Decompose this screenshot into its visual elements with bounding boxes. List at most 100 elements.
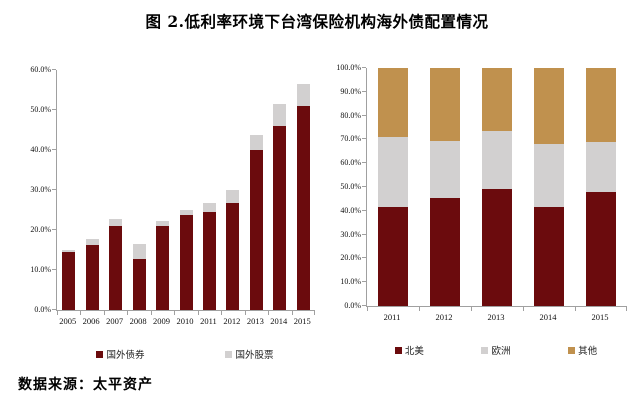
legend-label: 北美 (404, 346, 424, 357)
bar-segment-国外债券 (179, 214, 193, 310)
x-axis-tick-mark (103, 311, 105, 315)
x-axis-tick-mark (244, 311, 246, 315)
plot-column: 2011 2012 2013 2014 2015 北美 欧洲 其他 (366, 68, 627, 357)
bar-segment-国外债券 (296, 106, 310, 310)
x-axis-label: 2009 (153, 316, 171, 326)
bar-2013 (249, 135, 263, 310)
y-axis-tick-mark (362, 281, 366, 283)
bar-segment-国外股票 (249, 135, 263, 151)
bar-2005 (62, 250, 76, 310)
bar-segment-欧洲 (378, 137, 408, 208)
bar-2011 (202, 203, 216, 310)
bar-segment-北美 (378, 207, 408, 306)
x-axis-label: 2012 (435, 312, 453, 322)
legend-label: 欧洲 (491, 346, 511, 357)
bar-segment-欧洲 (430, 140, 460, 198)
x-axis-tick-mark (197, 311, 199, 315)
y-axis-tick-mark (52, 309, 56, 310)
bar-2008 (132, 244, 146, 310)
y-axis-tick-mark (52, 149, 56, 150)
bar-segment-欧洲 (482, 131, 512, 190)
plot-area (366, 68, 627, 311)
chart-legend: 北美 欧洲 其他 (366, 343, 626, 357)
y-axis-tick-mark (52, 69, 56, 70)
x-axis-tick-mark (57, 311, 58, 315)
x-axis-label: 2010 (176, 316, 194, 326)
x-axis-tick-mark (291, 311, 293, 315)
legend-label: 国外股票 (235, 350, 274, 361)
bar-2012 (226, 190, 240, 310)
x-axis-label: 2013 (487, 312, 505, 322)
bar-segment-国外股票 (85, 238, 99, 246)
legend-label: 国外债券 (106, 350, 145, 361)
y-axis-tick-label: 30.0% (340, 229, 361, 239)
x-axis-tick-mark (127, 311, 129, 315)
legend-item-其他: 其他 (568, 343, 597, 357)
bar-segment-其他 (378, 68, 408, 138)
legend-label: 其他 (578, 346, 598, 357)
bar-segment-欧洲 (534, 144, 564, 208)
foreign-allocation-stacked-bar-chart: 0.0% 10.0% 20.0% 30.0% 40.0% 50.0% 60.0% 2005 20… (22, 65, 315, 361)
bar-segment-国外股票 (273, 104, 287, 126)
y-axis-tick-label: 30.0% (30, 185, 51, 194)
bar-segment-国外债券 (249, 150, 263, 310)
y-axis-tick-mark (52, 189, 56, 190)
legend-item-国外债券: 国外债券 (96, 347, 145, 361)
y-axis-tick-mark (362, 257, 366, 259)
legend-item-欧洲: 欧洲 (481, 343, 510, 357)
region-allocation-stacked-bar-chart: 0.0% 10.0% 20.0% 30.0% 40.0% 50.0% 60.0% 70.0% 8… (324, 63, 627, 357)
bar-2011 (378, 68, 408, 306)
data-source-caption: 数据来源：太平资产 (18, 376, 153, 392)
bar-segment-国外债券 (62, 252, 76, 310)
bar-segment-国外股票 (62, 250, 76, 252)
x-axis-tick-mark (523, 307, 524, 311)
bar-2009 (156, 221, 170, 310)
x-axis-tick-mark (268, 311, 270, 315)
y-axis-tick-mark (362, 67, 366, 68)
x-axis-tick-mark (367, 307, 368, 311)
bar-segment-其他 (482, 68, 512, 132)
bar-segment-国外股票 (226, 190, 240, 204)
x-axis-label: 2008 (129, 316, 147, 326)
y-axis-tick-mark (362, 114, 366, 116)
bar-segment-国外股票 (296, 83, 310, 107)
y-axis-tick-label: 10.0% (340, 277, 361, 287)
x-axis-label: 2015 (591, 312, 609, 322)
bar-segment-国外股票 (202, 203, 216, 213)
y-axis-tick-label: 100.0% (336, 63, 361, 72)
y-axis-tick-mark (362, 305, 366, 306)
legend-swatch-icon (96, 350, 104, 358)
x-axis-label: 2014 (539, 312, 557, 322)
bar-segment-国外债券 (273, 125, 287, 310)
y-axis-tick-label: 70.0% (340, 134, 361, 144)
y-axis-tick-mark (362, 138, 366, 140)
y-axis-tick-label: 40.0% (30, 145, 51, 154)
bar-segment-国外债券 (132, 259, 146, 310)
y-axis-tick-label: 60.0% (340, 158, 361, 168)
chart-inner: 0.0% 10.0% 20.0% 30.0% 40.0% 50.0% 60.0% 2005 20… (22, 65, 315, 361)
bar-2013 (482, 68, 512, 306)
x-axis-label: 2011 (383, 312, 401, 322)
y-axis-tick-mark (52, 109, 56, 110)
bar-segment-国外股票 (156, 221, 170, 226)
chart-legend: 国外债券 国外股票 (56, 347, 314, 361)
bar-segment-北美 (534, 207, 564, 306)
x-axis-label: 2013 (246, 316, 264, 326)
bar-segment-其他 (430, 68, 460, 141)
bar-2015 (296, 83, 310, 310)
bar-2006 (85, 238, 99, 310)
x-axis-tick-mark (174, 311, 176, 315)
bar-segment-北美 (482, 189, 512, 306)
y-axis-tick-label: 10.0% (30, 265, 51, 274)
y-axis-tick-label: 60.0% (30, 65, 51, 74)
y-axis-tick-label: 20.0% (30, 225, 51, 234)
legend-swatch-icon (568, 346, 576, 354)
bar-2014 (273, 104, 287, 310)
x-axis-labels: 2005 2006 2007 2008 2009 2010 2011 2012 2013 2014… (56, 316, 314, 326)
y-axis-tick-label: 0.0% (34, 305, 51, 314)
y-axis-tick-label: 80.0% (340, 110, 361, 120)
bar-segment-国外债券 (85, 245, 99, 310)
bar-2010 (179, 210, 193, 310)
x-axis-tick-mark (575, 307, 576, 311)
